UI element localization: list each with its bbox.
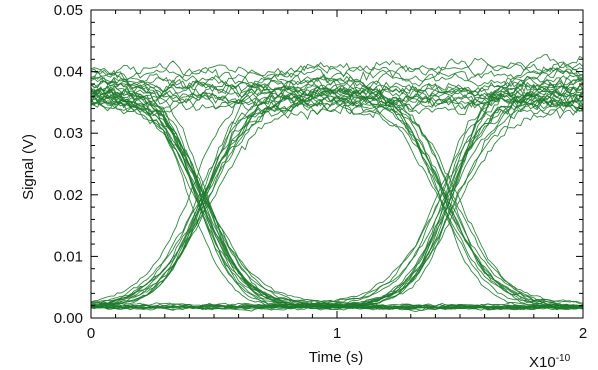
eye-trace <box>90 94 584 112</box>
plot-frame <box>90 9 584 319</box>
eye-trace <box>90 94 584 308</box>
eye-trace <box>90 304 584 310</box>
eye-trace <box>90 92 584 307</box>
eye-trace <box>90 73 584 304</box>
y-tick-label: 0.04 <box>54 64 83 81</box>
x-tick-label: 2 <box>579 325 587 342</box>
y-axis-label: Signal (V) <box>20 134 37 200</box>
eye-trace <box>90 67 584 306</box>
x-tick-label: 1 <box>333 325 341 342</box>
y-tick-label: 0.03 <box>54 125 83 142</box>
eye-trace <box>90 77 584 309</box>
eye-trace <box>90 78 584 100</box>
eye-trace <box>90 94 584 308</box>
eye-trace <box>90 61 584 306</box>
eye-trace <box>90 94 584 304</box>
x-axis-label: Time (s) <box>309 349 363 366</box>
eye-trace <box>90 60 584 79</box>
eye-trace <box>90 305 584 312</box>
x-tick-label: 0 <box>87 325 95 342</box>
eye-trace <box>90 74 584 308</box>
eye-trace <box>90 66 584 307</box>
eye-trace <box>90 96 583 309</box>
y-tick-labels: 0.00 0.01 0.02 0.03 0.04 0.05 <box>54 2 83 327</box>
x-scale-multiplier: X10-10 <box>529 353 571 370</box>
y-tick-label: 0.02 <box>54 187 83 204</box>
eye-traces <box>90 54 584 313</box>
eye-trace <box>90 84 584 308</box>
eye-trace <box>90 91 584 309</box>
eye-trace <box>90 81 584 306</box>
x-tick-labels: 0 1 2 <box>87 325 587 342</box>
eye-trace <box>90 83 584 311</box>
x-scale-base: X10 <box>529 354 556 370</box>
axis-ticks <box>90 9 584 319</box>
x-scale-exponent: -10 <box>556 353 571 364</box>
y-tick-label: 0.01 <box>54 248 83 265</box>
y-tick-label: 0.05 <box>54 2 83 19</box>
eye-trace <box>90 88 584 307</box>
y-tick-label: 0.00 <box>54 310 83 327</box>
eye-trace <box>90 97 584 116</box>
eye-trace <box>90 57 584 303</box>
